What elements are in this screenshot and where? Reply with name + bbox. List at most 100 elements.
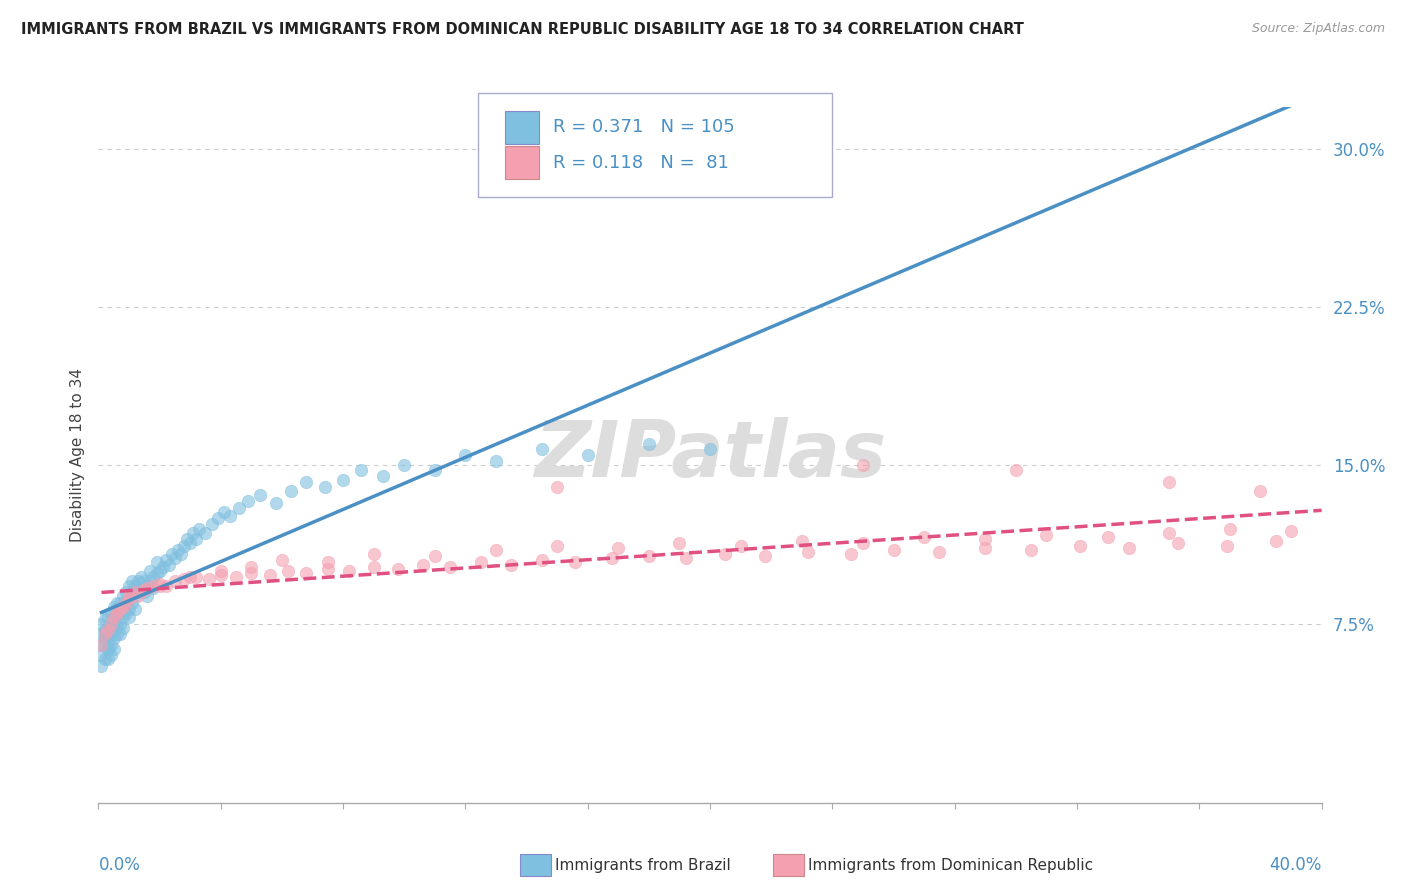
Point xyxy=(225,570,247,584)
Point xyxy=(295,566,318,580)
Point xyxy=(145,556,167,570)
Point xyxy=(852,458,875,473)
Point xyxy=(974,541,997,555)
Point xyxy=(90,616,112,631)
Point xyxy=(124,585,146,599)
Point xyxy=(124,602,146,616)
Point xyxy=(314,479,336,493)
Point xyxy=(387,562,409,576)
Point xyxy=(576,448,599,462)
Point xyxy=(142,581,165,595)
Point xyxy=(163,574,186,589)
Point xyxy=(1219,522,1241,536)
Point xyxy=(188,522,211,536)
Point xyxy=(264,496,287,510)
Point xyxy=(134,574,156,589)
Point xyxy=(179,570,201,584)
Point xyxy=(194,525,217,540)
Point xyxy=(1019,542,1042,557)
Point xyxy=(149,579,172,593)
Point xyxy=(145,566,167,580)
Point xyxy=(103,610,125,624)
Point xyxy=(103,641,125,656)
Point xyxy=(423,549,446,563)
Point xyxy=(1157,525,1180,540)
Point xyxy=(115,595,138,609)
Point xyxy=(181,525,204,540)
Point xyxy=(240,559,263,574)
Point xyxy=(136,579,159,593)
Point xyxy=(100,616,122,631)
Point xyxy=(412,558,434,572)
Point xyxy=(1118,541,1140,555)
Point xyxy=(124,589,146,603)
Point xyxy=(564,556,586,570)
Text: IMMIGRANTS FROM BRAZIL VS IMMIGRANTS FROM DOMINICAN REPUBLIC DISABILITY AGE 18 T: IMMIGRANTS FROM BRAZIL VS IMMIGRANTS FRO… xyxy=(21,22,1024,37)
Text: R = 0.371   N = 105: R = 0.371 N = 105 xyxy=(554,119,735,136)
Point xyxy=(100,638,122,652)
Point xyxy=(501,558,523,572)
Point xyxy=(1216,539,1239,553)
Point xyxy=(186,570,208,584)
Point xyxy=(439,559,461,574)
Point xyxy=(259,568,281,582)
Point xyxy=(1035,528,1057,542)
Point xyxy=(90,638,112,652)
Point xyxy=(90,648,112,663)
Point xyxy=(714,547,737,561)
Point xyxy=(546,479,568,493)
Point xyxy=(97,641,120,656)
Point xyxy=(118,589,141,603)
Y-axis label: Disability Age 18 to 34: Disability Age 18 to 34 xyxy=(69,368,84,542)
Point xyxy=(637,549,661,563)
Point xyxy=(97,632,120,646)
Point xyxy=(157,558,180,572)
Text: Immigrants from Dominican Republic: Immigrants from Dominican Republic xyxy=(808,858,1094,872)
Text: R = 0.118   N =  81: R = 0.118 N = 81 xyxy=(554,153,730,171)
Point xyxy=(103,621,125,635)
Point xyxy=(97,652,120,666)
Point xyxy=(209,564,232,578)
Point xyxy=(163,551,186,566)
Point xyxy=(105,595,128,609)
Point xyxy=(93,627,115,641)
Point xyxy=(97,641,120,656)
Point xyxy=(1157,475,1180,490)
Point xyxy=(530,553,553,567)
Point xyxy=(363,547,385,561)
Point xyxy=(127,574,149,589)
Point xyxy=(228,500,250,515)
Point xyxy=(316,562,339,576)
Point xyxy=(134,585,156,599)
Point xyxy=(129,581,152,595)
Point xyxy=(149,576,172,591)
Point xyxy=(363,559,385,574)
Point xyxy=(607,541,630,555)
Point xyxy=(470,556,492,570)
Point xyxy=(912,530,935,544)
Point xyxy=(200,517,222,532)
Point xyxy=(332,473,354,487)
Point xyxy=(97,632,120,646)
Point xyxy=(121,595,143,609)
Point xyxy=(93,623,115,637)
Point xyxy=(423,463,446,477)
Point xyxy=(974,533,997,547)
Point xyxy=(100,616,122,631)
Point xyxy=(97,610,120,624)
Point xyxy=(207,511,229,525)
Point xyxy=(277,564,299,578)
Point xyxy=(97,621,120,635)
Point xyxy=(105,627,128,641)
Point xyxy=(93,652,115,666)
Point xyxy=(118,610,141,624)
Point xyxy=(115,606,138,620)
Point xyxy=(93,638,115,652)
Point xyxy=(240,566,263,580)
Point xyxy=(108,602,131,616)
Point xyxy=(118,589,141,603)
Point xyxy=(121,574,143,589)
Point xyxy=(160,547,183,561)
Point xyxy=(219,509,242,524)
Point xyxy=(280,483,302,498)
